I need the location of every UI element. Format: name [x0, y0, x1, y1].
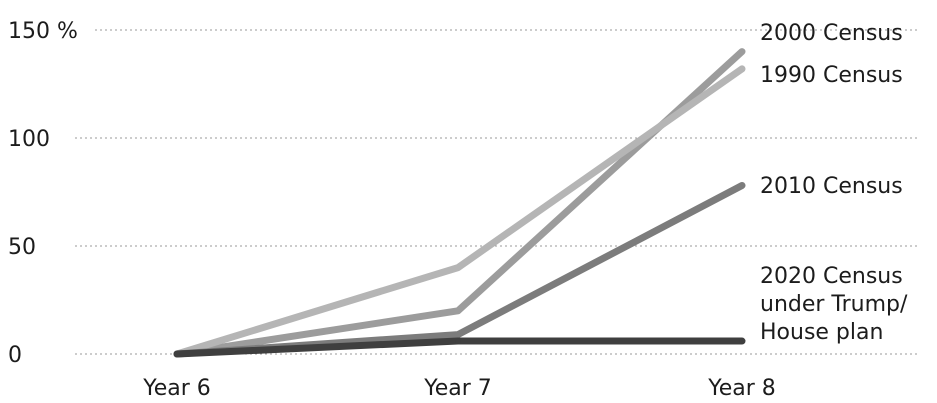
data-point: [455, 331, 461, 338]
series-label: 2020 Census: [760, 264, 903, 289]
data-point: [739, 65, 745, 72]
x-axis: Year 6 Year 7 Year 8: [142, 376, 776, 401]
series-label: 2000 Census: [760, 21, 903, 46]
data-point: [174, 351, 180, 357]
y-tick-label: 100: [8, 127, 50, 152]
data-point: [455, 264, 461, 271]
data-point: [455, 338, 461, 345]
x-tick-label: Year 8: [707, 376, 776, 401]
series-label: 1990 Census: [760, 63, 903, 88]
plot-area: [173, 48, 746, 358]
data-point: [739, 182, 745, 189]
y-tick-label: 150 %: [8, 19, 78, 44]
series-label: 2010 Census: [760, 174, 903, 199]
data-point: [455, 307, 461, 314]
x-tick-label: Year 7: [423, 376, 492, 401]
series-label: under Trump/: [760, 292, 908, 317]
x-tick-label: Year 6: [142, 376, 211, 401]
series-labels: 2000 Census 1990 Census 2010 Census 2020 Ce…: [760, 21, 908, 345]
series-label: House plan: [760, 320, 883, 345]
data-point: [739, 48, 745, 55]
y-tick-label: 50: [8, 235, 36, 260]
data-point: [739, 338, 745, 345]
y-tick-label: 0: [8, 343, 22, 368]
y-axis: 150 % 100 50 0: [8, 19, 78, 368]
